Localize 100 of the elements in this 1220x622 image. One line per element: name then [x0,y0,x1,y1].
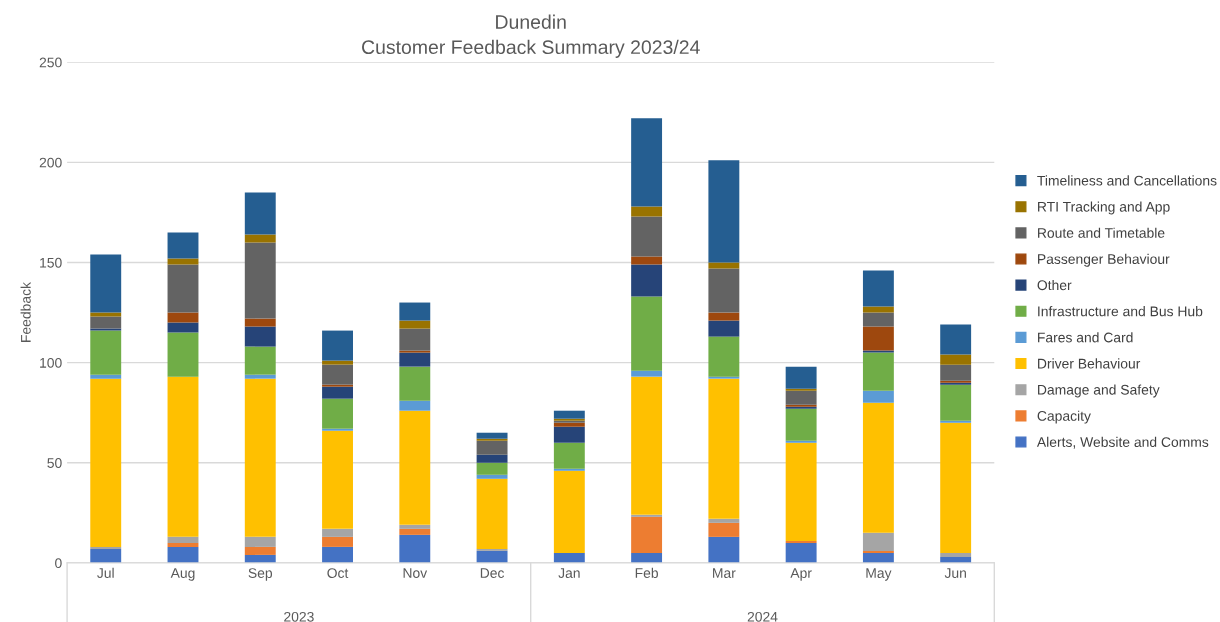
bar [553,410,585,419]
bar [399,410,431,525]
bar [90,548,122,563]
bar [631,118,663,207]
bar [399,400,431,411]
bar [476,478,508,549]
y-tick-label: 0 [55,558,62,569]
bar [631,216,663,257]
bar [322,386,353,399]
bar [785,440,817,443]
y-tick-label: 200 [39,157,62,168]
bar [244,374,276,379]
bar [399,524,431,529]
bar [90,328,122,331]
bar [862,350,894,353]
x-tick-label: Oct [327,568,349,578]
bar [862,326,894,351]
bar [322,330,353,361]
bar [244,318,276,327]
bar [708,268,740,313]
bar [631,370,663,377]
bar [399,302,431,321]
bar [708,376,740,379]
bar [708,522,740,537]
bar [940,324,972,355]
bar [322,430,353,529]
legend-label: Alerts, Website and Comms [1036,436,1209,449]
bar [862,312,894,327]
bar [476,440,508,455]
bar [90,374,122,379]
bar [476,548,508,551]
bar [322,360,353,365]
x-tick-label: Feb [635,567,658,578]
bar [167,232,199,259]
bar [553,470,585,553]
bar [244,326,276,347]
bar [90,546,122,549]
bar [322,364,353,385]
bar [322,528,353,537]
bar [167,258,199,265]
bar [940,422,972,553]
y-tick-label: 150 [40,257,62,268]
bar [167,376,199,537]
x-tick-label: Jun [944,568,966,578]
bar [862,390,894,403]
bar [167,536,199,543]
bar [940,420,972,423]
legend-label: Damage and Safety [1038,384,1160,398]
bar [244,536,276,547]
bar [631,296,663,371]
bar [785,408,817,441]
bar [862,532,894,551]
bar [90,330,122,375]
bar [167,542,199,547]
bar [862,402,894,533]
bar [862,306,894,313]
bar [167,546,199,563]
bar [90,378,122,547]
bar [862,550,894,553]
bar [399,328,431,351]
bar [785,442,817,541]
bar [631,256,663,265]
bar [90,316,122,329]
legend-label: Infrastructure and Bus Hub [1038,306,1203,317]
legend-label: Route and Timetable [1038,227,1165,238]
bar [399,352,431,367]
bar [708,536,740,563]
bar [553,422,585,427]
bar [940,384,972,421]
bar [785,542,817,563]
bar [785,540,817,543]
y-tick-label: 50 [47,458,62,468]
x-tick-label: May [866,568,892,581]
bar [862,352,894,391]
bar [631,264,663,297]
legend-label: RTI Tracking and App [1038,201,1170,215]
x-tick-label: Nov [403,568,428,578]
bar [244,346,276,375]
bar [244,378,276,537]
y-axis-title: Feedback [20,282,31,342]
bar [862,270,894,307]
bar [399,528,431,535]
bar [322,428,353,431]
bar [399,350,431,353]
bar [90,254,122,313]
bar [553,426,585,443]
y-tick-label: 100 [40,357,62,368]
bar [167,322,199,333]
bar [322,398,353,429]
bar [785,390,817,405]
chart-title: Dunedin Customer Feedback Summary 2023/24 [362,14,700,58]
bar [476,462,508,475]
bar [167,312,199,323]
bar [399,366,431,401]
bar [708,378,740,519]
bar [322,536,353,547]
bar [244,192,276,235]
bar [244,234,276,243]
legend-label: Timeliness and Cancellations [1037,175,1217,186]
x-tick-label: Dec [480,568,505,578]
